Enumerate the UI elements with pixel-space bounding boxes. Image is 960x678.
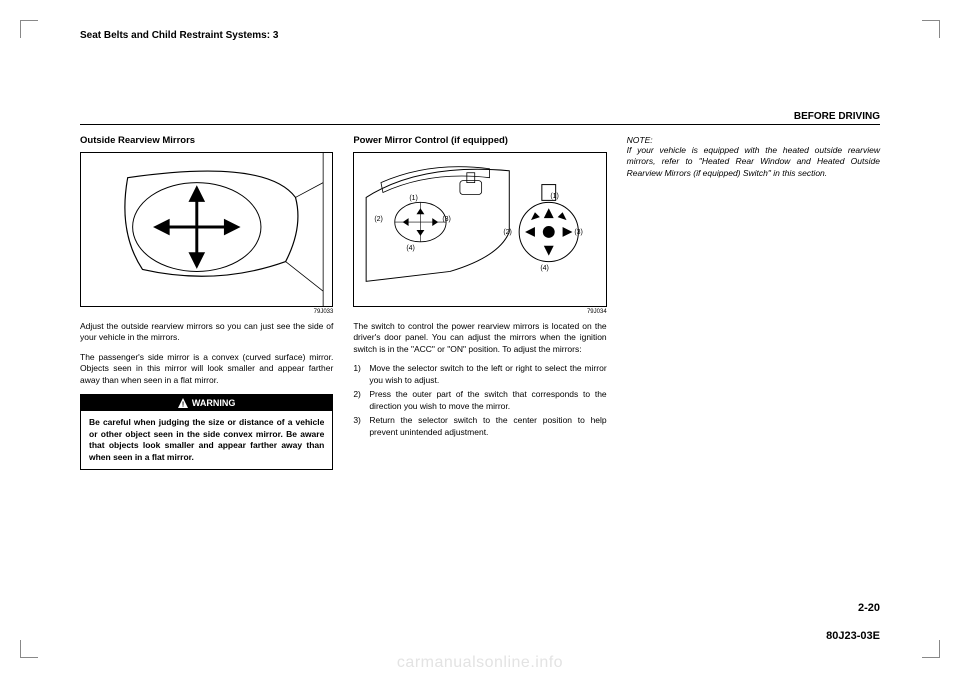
crop-mark <box>20 640 38 658</box>
crop-mark <box>922 640 940 658</box>
mirror-illustration <box>81 153 332 306</box>
fig2-label-4a: (4) <box>406 245 415 252</box>
step-text: Move the selector switch to the left or … <box>369 363 606 386</box>
watermark: carmanualsonline.info <box>397 654 563 672</box>
page-content: Seat Belts and Child Restraint Systems: … <box>80 30 880 648</box>
page-number: 2-20 <box>858 602 880 614</box>
content-columns: Outside Rearview Mirrors <box>80 135 880 470</box>
column-1: Outside Rearview Mirrors <box>80 135 333 470</box>
figure-mirror-arrows <box>80 152 333 307</box>
column-3: NOTE: If your vehicle is equipped with t… <box>627 135 880 470</box>
document-code: 80J23-03E <box>826 630 880 642</box>
figure-ref-2: 79J034 <box>353 309 606 315</box>
step-num: 1) <box>353 363 369 386</box>
column-2: Power Mirror Control (if equipped) <box>353 135 606 470</box>
figure-ref-1: 79J033 <box>80 309 333 315</box>
warning-label: WARNING <box>192 398 236 408</box>
fig2-label-3a: (3) <box>442 216 451 223</box>
col1-paragraph-1: Adjust the outside rearview mirrors so y… <box>80 321 333 344</box>
switch-illustration <box>354 153 605 306</box>
step-text: Press the outer part of the switch that … <box>369 389 606 412</box>
running-header-left: Seat Belts and Child Restraint Systems: … <box>80 30 880 41</box>
fig2-label-1a: (1) <box>409 195 418 202</box>
warning-text: Be careful when judging the size or dist… <box>81 411 332 469</box>
figure-power-mirror-switch: (1) (2) (3) (4) (1) (2) (3) (4) <box>353 152 606 307</box>
step-2: 2) Press the outer part of the switch th… <box>353 389 606 412</box>
svg-text:!: ! <box>182 402 184 409</box>
step-3: 3) Return the selector switch to the cen… <box>353 415 606 438</box>
fig2-label-2b: (2) <box>503 229 512 236</box>
col1-paragraph-2: The passenger's side mirror is a convex … <box>80 352 333 386</box>
warning-icon: ! <box>178 398 188 408</box>
note-text: If your vehicle is equipped with the hea… <box>627 145 880 179</box>
crop-mark <box>20 20 38 38</box>
step-num: 2) <box>353 389 369 412</box>
fig2-label-1b: (1) <box>550 193 559 200</box>
col2-paragraph-1: The switch to control the power rearview… <box>353 321 606 355</box>
step-num: 3) <box>353 415 369 438</box>
fig2-label-4b: (4) <box>540 265 549 272</box>
crop-mark <box>922 20 940 38</box>
step-text: Return the selector switch to the center… <box>369 415 606 438</box>
col2-heading: Power Mirror Control (if equipped) <box>353 135 606 146</box>
step-1: 1) Move the selector switch to the left … <box>353 363 606 386</box>
fig2-label-3b: (3) <box>574 229 583 236</box>
warning-header: ! WARNING <box>81 395 332 411</box>
warning-box: ! WARNING Be careful when judging the si… <box>80 394 333 470</box>
col1-heading: Outside Rearview Mirrors <box>80 135 333 146</box>
fig2-label-2a: (2) <box>374 216 383 223</box>
note-label: NOTE: <box>627 135 880 145</box>
running-header-right: BEFORE DRIVING <box>80 111 880 125</box>
col2-steps: 1) Move the selector switch to the left … <box>353 363 606 438</box>
